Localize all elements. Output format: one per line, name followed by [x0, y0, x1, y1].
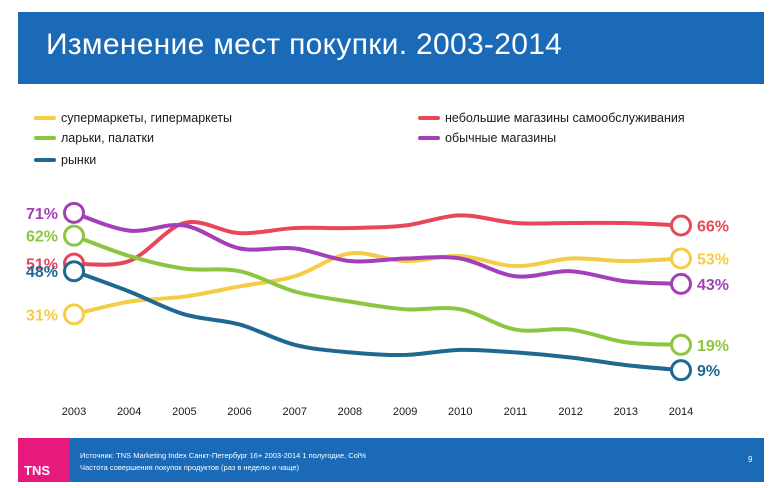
logo-text: TNS — [24, 463, 50, 478]
legend-label: супермаркеты, гипермаркеты — [61, 111, 233, 125]
legend-item-supermarkets: супермаркеты, гипермаркеты — [34, 111, 232, 125]
legend-item-kiosks: ларьки, палатки — [34, 131, 154, 145]
title-bar: Изменение мест покупки. 2003-2014 — [18, 12, 764, 84]
x-tick-label: 2006 — [227, 406, 251, 418]
legend-label: обычные магазины — [445, 131, 557, 145]
series-line — [72, 233, 683, 347]
page-title: Изменение мест покупки. 2003-2014 — [46, 28, 563, 61]
start-marker — [63, 224, 85, 247]
x-tick-label: 2012 — [558, 406, 582, 418]
start-marker — [63, 303, 85, 326]
end-marker — [670, 333, 692, 356]
legend-swatch — [34, 116, 56, 120]
end-value-label: 53% — [697, 252, 729, 269]
legend-item-markets: рынки — [34, 153, 96, 167]
x-tick-label: 2013 — [614, 406, 638, 418]
start-value-label: 31% — [26, 307, 58, 324]
x-tick-label: 2003 — [62, 406, 86, 418]
series-line — [72, 210, 683, 286]
end-marker — [670, 272, 692, 295]
x-tick-label: 2007 — [282, 406, 306, 418]
footer-bar — [18, 438, 764, 482]
end-value-label: 43% — [697, 277, 729, 294]
start-value-label: 62% — [26, 229, 58, 246]
legend-swatch — [418, 116, 440, 120]
legend-swatch — [34, 158, 56, 162]
legend-swatch — [34, 136, 56, 140]
x-tick-label: 2010 — [448, 406, 472, 418]
x-tick-label: 2011 — [504, 406, 528, 418]
tns-logo: TNS — [18, 438, 70, 482]
start-value-label: 51% — [26, 257, 58, 274]
legend-item-small-self-service: небольшие магазины самообслуживания — [418, 111, 685, 125]
series-line — [72, 251, 683, 317]
x-tick-label: 2004 — [117, 406, 141, 418]
legend-label: рынки — [61, 153, 97, 167]
series-line — [72, 269, 683, 373]
end-value-label: 9% — [697, 363, 720, 380]
x-tick-label: 2008 — [338, 406, 362, 418]
start-marker — [63, 260, 85, 283]
metric-note: Частота совершения покупок продуктов (ра… — [80, 463, 300, 472]
start-value-label: 48% — [26, 264, 58, 281]
legend-item-regular-stores: обычные магазины — [418, 131, 556, 145]
x-tick-label: 2009 — [393, 406, 417, 418]
x-tick-label: 2005 — [172, 406, 196, 418]
end-marker — [670, 359, 692, 382]
end-value-label: 19% — [697, 338, 729, 355]
start-value-label: 71% — [26, 206, 58, 223]
legend-label: ларьки, палатки — [61, 131, 154, 145]
x-tick-label: 2014 — [669, 406, 693, 418]
page-number: 9 — [748, 455, 753, 464]
legend-label: небольшие магазины самообслуживания — [445, 111, 685, 125]
end-value-label: 66% — [697, 219, 729, 236]
end-marker — [670, 247, 692, 270]
source-note: Источник: TNS Marketing Index Санкт-Пете… — [80, 451, 367, 460]
legend-swatch — [418, 136, 440, 140]
start-marker — [63, 201, 85, 224]
end-marker — [670, 214, 692, 237]
